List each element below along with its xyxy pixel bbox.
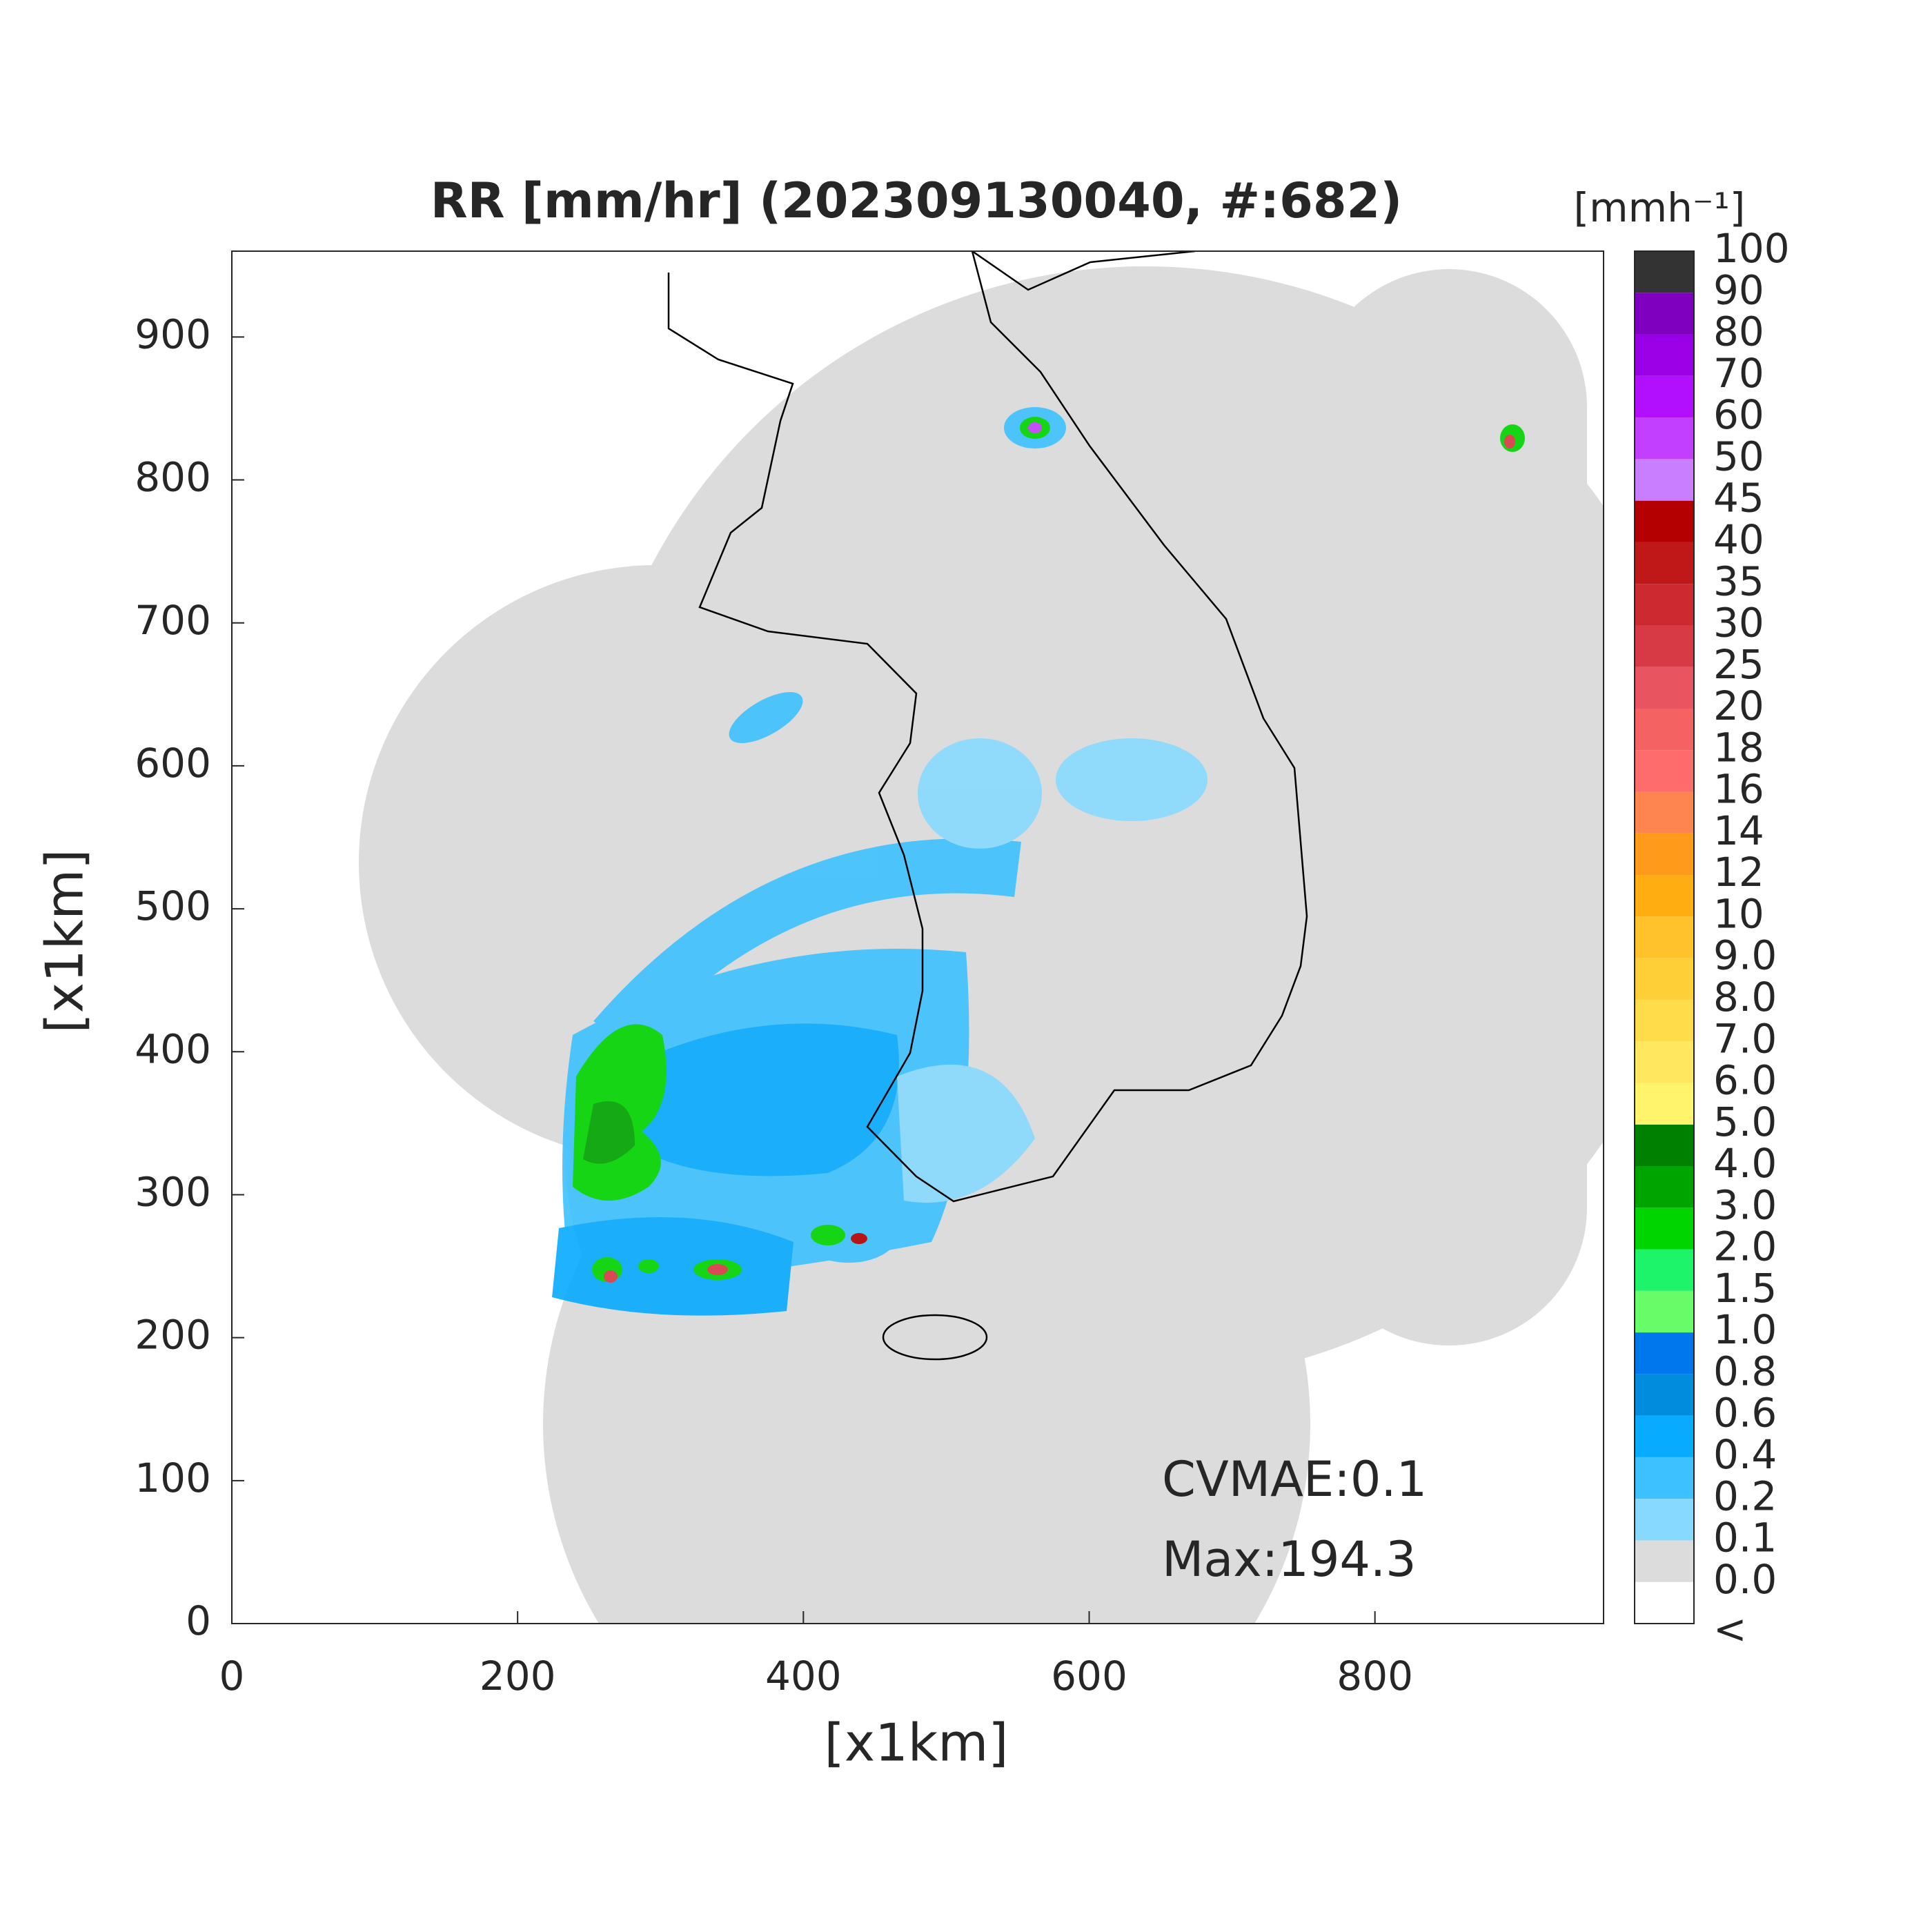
colorbar-label: 4.0 <box>1713 1140 1777 1187</box>
colorbar-label: 1.0 <box>1713 1306 1777 1353</box>
colorbar-swatch <box>1635 1208 1694 1250</box>
colorbar-swatch <box>1635 916 1694 958</box>
colorbar-label: 8.0 <box>1713 974 1777 1021</box>
colorbar-label: 10 <box>1713 890 1764 937</box>
x-axis-label: [x1km] <box>824 1713 1008 1773</box>
y-tick-label: 900 <box>135 310 211 357</box>
colorbar-label: 90 <box>1713 266 1764 313</box>
colorbar-swatch <box>1635 1249 1694 1291</box>
y-tick-label: 300 <box>135 1169 211 1216</box>
title: RR [mm/hr] (202309130040, #:682) <box>431 172 1403 229</box>
colorbar-swatch <box>1635 1124 1694 1166</box>
colorbar-label: 14 <box>1713 807 1764 854</box>
colorbar-swatch <box>1635 667 1694 709</box>
colorbar-label: 0.4 <box>1713 1431 1777 1478</box>
colorbar-label: 30 <box>1713 600 1764 647</box>
axes: 0 200 400 600 800 0 100 200 300 400 500 600 700 800 90… <box>135 310 1413 1699</box>
colorbar-swatch <box>1635 1166 1694 1208</box>
colorbar-label: 16 <box>1713 766 1764 813</box>
colorbar-swatch <box>1635 375 1694 418</box>
y-axis-label: [x1km] <box>34 849 95 1033</box>
colorbar-swatch <box>1635 251 1694 293</box>
colorbar-swatch <box>1635 417 1694 460</box>
colorbar-label: 45 <box>1713 475 1764 522</box>
colorbar-swatch <box>1635 1290 1694 1333</box>
colorbar-swatch <box>1635 791 1694 834</box>
colorbar-label: 40 <box>1713 516 1764 563</box>
colorbar-label: 12 <box>1713 849 1764 896</box>
colorbar-swatch <box>1635 1499 1694 1541</box>
coastline <box>667 251 1308 1361</box>
radar-coverage <box>359 266 1604 1624</box>
colorbar-label: 0.2 <box>1713 1472 1777 1519</box>
colorbar-swatch <box>1635 750 1694 792</box>
colorbar-swatch <box>1635 334 1694 376</box>
colorbar-label: 0.6 <box>1713 1390 1777 1437</box>
colorbar-swatch <box>1635 459 1694 501</box>
colorbar-label: 5.0 <box>1713 1098 1777 1145</box>
colorbar-label: 25 <box>1713 641 1764 688</box>
colorbar-label: 18 <box>1713 724 1764 771</box>
colorbar-swatch <box>1635 1041 1694 1083</box>
colorbar-label: 20 <box>1713 682 1764 729</box>
y-tick-label: 100 <box>135 1455 211 1501</box>
radar-map <box>359 251 1604 1624</box>
colorbar-label: 7.0 <box>1713 1015 1777 1062</box>
colorbar-swatch <box>1635 875 1694 917</box>
colorbar: <0.00.10.20.40.60.81.01.52.03.04.05.06.0… <box>1634 225 1790 1653</box>
y-tick-label: 700 <box>135 597 211 644</box>
colorbar-label: 9.0 <box>1713 932 1777 979</box>
rain-echoes <box>552 407 1525 1316</box>
colorbar-label: 35 <box>1713 558 1764 604</box>
colorbar-swatch <box>1635 1083 1694 1125</box>
colorbar-swatch <box>1635 1540 1694 1582</box>
colorbar-swatch <box>1635 999 1694 1042</box>
colorbar-label: 1.5 <box>1713 1265 1777 1312</box>
colorbar-swatch <box>1635 958 1694 1000</box>
colorbar-unit: [mmh⁻¹] <box>1574 184 1746 231</box>
colorbar-label: 3.0 <box>1713 1181 1777 1228</box>
colorbar-label: 80 <box>1713 308 1764 355</box>
colorbar-label: 0.1 <box>1713 1515 1777 1561</box>
y-tick-label: 800 <box>135 454 211 501</box>
colorbar-label: 60 <box>1713 391 1764 438</box>
annotation: CVMAE:0.1 <box>1162 1451 1427 1508</box>
x-tick-label: 0 <box>219 1653 245 1699</box>
colorbar-swatch <box>1635 293 1694 335</box>
colorbar-swatch <box>1635 1415 1694 1457</box>
x-tick-label: 400 <box>765 1653 842 1699</box>
colorbar-swatch <box>1635 542 1694 584</box>
y-tick-label: 0 <box>186 1597 211 1644</box>
colorbar-swatch <box>1635 500 1694 542</box>
colorbar-label: 50 <box>1713 433 1764 480</box>
colorbar-frame <box>1634 250 1695 1624</box>
colorbar-swatch <box>1635 709 1694 751</box>
y-tick-label: 400 <box>135 1025 211 1072</box>
x-tick-label: 600 <box>1051 1653 1127 1699</box>
colorbar-swatch <box>1635 584 1694 626</box>
y-tick-label: 200 <box>135 1312 211 1359</box>
colorbar-swatch <box>1635 625 1694 667</box>
annotation: Max:194.3 <box>1162 1531 1417 1588</box>
colorbar-swatch <box>1635 1457 1694 1499</box>
colorbar-swatch <box>1635 1332 1694 1374</box>
colorbar-label: < <box>1713 1606 1747 1653</box>
x-tick-label: 800 <box>1337 1653 1413 1699</box>
colorbar-label: 100 <box>1713 225 1790 272</box>
colorbar-label: 70 <box>1713 350 1764 397</box>
y-tick-label: 500 <box>135 883 211 929</box>
plot-frame <box>231 250 1604 1624</box>
y-tick-label: 600 <box>135 740 211 787</box>
colorbar-label: 0.8 <box>1713 1348 1777 1394</box>
colorbar-label: 6.0 <box>1713 1057 1777 1104</box>
colorbar-swatch <box>1635 833 1694 876</box>
x-tick-label: 200 <box>480 1653 556 1699</box>
colorbar-label: 0.0 <box>1713 1556 1777 1603</box>
colorbar-label: 2.0 <box>1713 1223 1777 1270</box>
colorbar-swatch <box>1635 1581 1694 1624</box>
colorbar-swatch <box>1635 1374 1694 1416</box>
